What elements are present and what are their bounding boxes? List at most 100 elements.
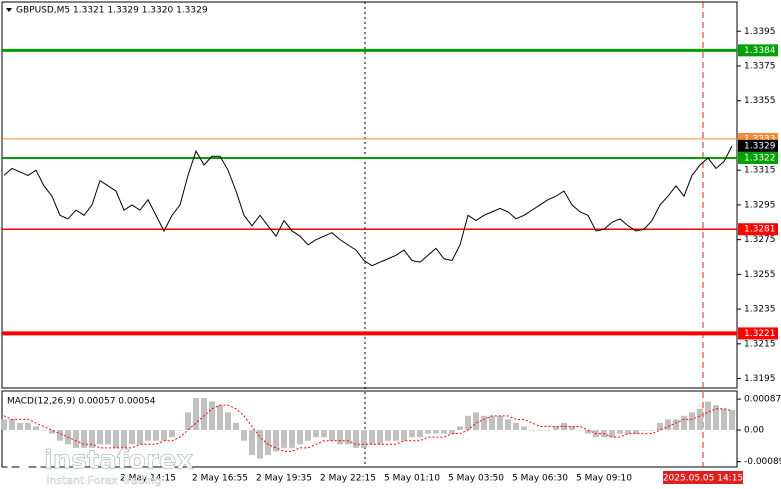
macd-bar	[105, 430, 111, 445]
macd-bar	[449, 430, 455, 434]
macd-bar	[473, 412, 479, 431]
macd-bar	[217, 405, 223, 431]
price-line	[3, 145, 733, 267]
watermark: instaforex Instant Forex Trading	[7, 445, 194, 487]
macd-bar	[273, 430, 279, 452]
macd-bar	[385, 430, 391, 441]
macd-bar	[505, 419, 511, 431]
macd-bar	[481, 415, 487, 431]
macd-bar	[257, 430, 263, 459]
macd-bar	[641, 430, 647, 431]
x-tick-label: 5 May 06:30	[512, 474, 568, 484]
macd-bar	[265, 430, 271, 455]
macd-bar	[681, 415, 687, 431]
macd-bar	[1, 419, 7, 431]
watermark-brand: instaforex	[44, 446, 194, 476]
macd-title: MACD(12,26,9) 0.00057 0.00054	[7, 397, 156, 407]
price-line	[3, 404, 733, 452]
y-tick-label: 1.3235	[744, 305, 776, 315]
macd-bar	[697, 408, 703, 431]
macd-bar	[161, 430, 167, 441]
level-label: 1.3221	[744, 329, 776, 339]
level-label-box	[738, 223, 778, 236]
macd-bar	[121, 430, 127, 448]
macd-bar	[41, 430, 47, 431]
macd-bar	[353, 430, 359, 448]
macd-bar	[417, 430, 423, 438]
macd-bar	[393, 430, 399, 441]
macd-bar	[289, 430, 295, 448]
macd-bar	[233, 422, 239, 431]
x-tick-label: 5 May 03:50	[448, 474, 504, 484]
y-tick-label: 1.3395	[744, 27, 776, 37]
macd-bar	[297, 430, 303, 445]
macd-bar	[17, 422, 23, 431]
y-tick-label: 0.00087	[744, 395, 781, 405]
macd-bar	[569, 426, 575, 431]
macd-bar	[409, 430, 415, 438]
macd-bar	[705, 401, 711, 431]
watermark-tagline: Instant Forex Trading	[46, 474, 162, 487]
macd-bar	[73, 430, 79, 448]
macd-bar	[369, 430, 375, 445]
level-label-box	[738, 327, 778, 340]
macd-bar	[425, 430, 431, 434]
watermark-icon	[18, 457, 30, 469]
last-price-box	[738, 139, 778, 152]
macd-bar	[497, 415, 503, 431]
x-tick-label: 2 May 22:15	[320, 474, 376, 484]
macd-bar	[249, 430, 255, 455]
macd-bar	[201, 398, 207, 431]
y-tick-label: 1.3315	[744, 166, 776, 176]
macd-bar	[97, 430, 103, 445]
level-label-box	[738, 44, 778, 57]
y-tick-label: 1.3295	[744, 200, 776, 210]
macd-bar	[25, 422, 31, 431]
level-label: 1.3333	[744, 134, 776, 144]
macd-bar	[721, 408, 727, 431]
macd-bar	[113, 430, 119, 448]
macd-bar	[225, 412, 231, 431]
macd-bar	[673, 419, 679, 431]
macd-bar	[625, 430, 631, 434]
macd-bar	[401, 430, 407, 441]
y-tick-label: 1.3275	[744, 235, 776, 245]
y-tick-label: 1.3375	[744, 61, 776, 71]
macd-bar	[193, 398, 199, 431]
macd-bar	[337, 430, 343, 445]
macd-bar	[577, 430, 583, 431]
cursor-time: 2025.05.05 14:15	[663, 474, 743, 484]
macd-bar	[617, 430, 623, 434]
macd-bar	[377, 430, 383, 445]
macd-bar	[433, 430, 439, 434]
macd-bar	[561, 422, 567, 431]
macd-panel	[1, 390, 738, 468]
macd-bar	[33, 426, 39, 431]
macd-bar	[633, 430, 639, 434]
y-tick-label: 0.00	[744, 426, 764, 436]
price-panel	[1, 1, 738, 389]
macd-bar	[313, 430, 319, 438]
macd-bar	[305, 430, 311, 441]
macd-bar	[49, 430, 55, 434]
macd-bar	[209, 401, 215, 431]
x-tick-label: 2 May 14:15	[120, 474, 176, 484]
macd-bar	[241, 430, 247, 441]
last-price-label: 1.3329	[744, 141, 776, 151]
macd-bar	[609, 430, 615, 438]
macd-bar	[81, 430, 87, 448]
macd-bar	[465, 415, 471, 431]
level-label: 1.3322	[744, 154, 776, 164]
macd-bar	[521, 426, 527, 431]
x-tick-label: 2 May 16:55	[192, 474, 248, 484]
macd-bar	[137, 430, 143, 445]
cursor-time-box	[663, 471, 743, 484]
macd-bar	[329, 430, 335, 441]
macd-bar	[321, 430, 327, 438]
macd-bar	[513, 422, 519, 431]
macd-bar	[185, 412, 191, 431]
macd-bar	[153, 430, 159, 441]
chart-title: GBPUSD,M5 1.3321 1.3329 1.3320 1.3329	[16, 6, 208, 16]
macd-bar	[665, 419, 671, 431]
watermark-icon	[7, 446, 41, 480]
